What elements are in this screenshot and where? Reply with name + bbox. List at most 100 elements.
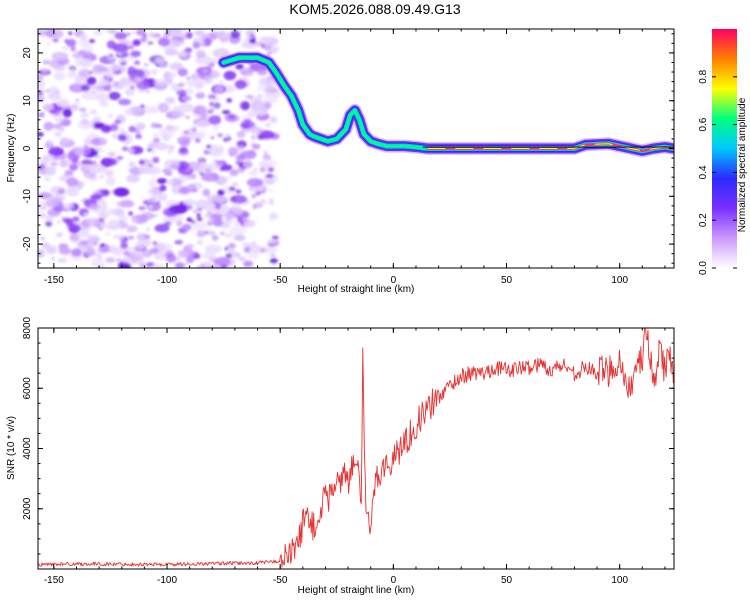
noise-blob [72,86,80,91]
noise-blob [97,199,108,209]
noise-blob [148,205,153,209]
noise-blob [70,46,76,52]
noise-blob [43,177,51,182]
noise-blob [194,131,207,140]
noise-blob [83,212,89,217]
noise-blob [251,194,256,199]
noise-blob [38,79,45,89]
noise-blob [259,166,266,173]
noise-blob [134,251,141,256]
noise-blob [94,154,101,159]
noise-blob [68,31,73,36]
noise-blob [184,47,193,53]
noise-blob [127,81,135,87]
snr-y-axis: 2000 4000 6000 8000 [22,316,674,570]
noise-blob [108,245,118,252]
noise-blob [54,116,64,123]
noise-blob [53,156,59,160]
noise-blob [124,108,134,116]
noise-blob [226,98,233,103]
noise-blob [151,149,156,154]
noise-blob [180,41,185,45]
noise-blob [135,29,146,36]
noise-blob [193,209,198,213]
noise-blob [100,149,106,153]
noise-blob [271,235,279,240]
noise-blob [203,261,212,268]
noise-blob [127,32,131,36]
noise-blob [214,160,219,163]
y-tick-label: -10 [22,189,33,204]
noise-blob [135,123,142,126]
noise-blob [241,123,250,129]
noise-blob [166,253,177,263]
noise-blob [88,164,106,174]
noise-blob [210,145,224,153]
noise-blob [56,132,61,136]
x-tick-label: 0 [391,275,397,286]
noise-blob [58,67,62,71]
noise-blob [116,258,122,262]
noise-blob [229,169,239,177]
noise-blob [143,63,149,67]
noise-blob [267,189,273,193]
noise-blob [108,91,121,101]
noise-blob [147,41,154,45]
noise-blob [262,159,278,169]
noise-blob [187,183,197,191]
colorbar-tick-label: 0.4 [698,165,709,179]
noise-blob [219,80,224,84]
x-tick-label: -150 [44,575,64,586]
noise-blob [130,50,142,58]
noise-blob [122,52,130,57]
noise-blob [159,184,167,192]
noise-blob [176,257,181,261]
x-tick-label: 100 [611,275,628,286]
noise-blob [38,112,45,118]
noise-blob [71,157,79,164]
noise-blob [177,136,191,145]
noise-blob [120,242,128,249]
noise-blob [212,218,223,227]
noise-blob [229,194,248,204]
noise-blob [88,84,98,90]
noise-blob [217,133,224,138]
noise-blob [78,68,91,78]
noise-blob [255,191,261,196]
noise-blob [240,115,246,119]
snr-plot-area [38,328,674,569]
noise-blob [138,206,146,211]
noise-blob [164,209,178,217]
noise-blob [135,134,143,139]
noise-blob [186,255,195,264]
noise-blob [169,62,184,71]
y-tick-label: -20 [22,236,33,251]
noise-blob [196,230,206,238]
noise-blob [258,161,267,167]
noise-blob [58,247,72,255]
noise-blob [238,256,246,262]
noise-blob [112,234,124,240]
noise-blob [224,246,230,251]
noise-blob [152,156,160,164]
noise-blob [191,220,208,230]
noise-blob [228,242,236,249]
noise-blob [113,187,130,197]
noise-blob [71,103,79,111]
noise-blob [201,69,209,74]
spectrogram-y-label: Frequency (Hz) [6,114,17,183]
noise-blob [107,113,114,119]
noise-blob [186,76,190,81]
noise-blob [128,125,137,133]
noise-blob [246,178,264,187]
noise-blob [186,243,194,250]
noise-blob [196,265,200,268]
noise-blob [221,110,231,115]
noise-blob [140,212,155,220]
noise-blob [182,162,188,166]
noise-blob [152,241,158,246]
noise-blob [235,63,244,70]
noise-blob [237,217,243,223]
noise-blob [105,177,116,186]
